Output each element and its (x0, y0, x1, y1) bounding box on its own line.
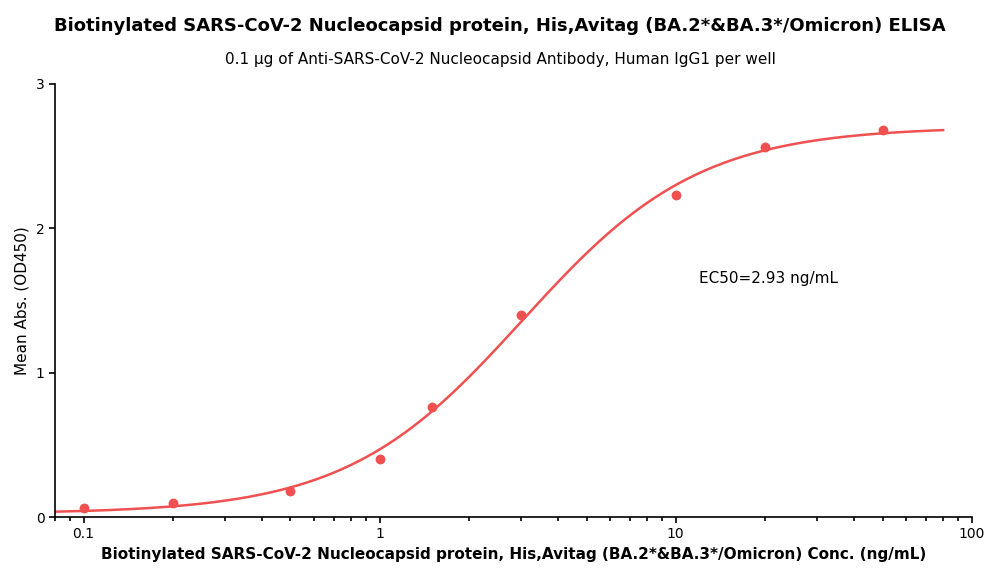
Point (372, 455, 388, 464)
Text: EC50=2.93 ng/mL: EC50=2.93 ng/mL (699, 271, 838, 286)
X-axis label: Biotinylated SARS-CoV-2 Nucleocapsid protein, His,Avitag (BA.2*&BA.3*/Omicron) C: Biotinylated SARS-CoV-2 Nucleocapsid pro… (101, 547, 926, 562)
Point (424, 403, 440, 412)
Y-axis label: Mean Abs. (OD450): Mean Abs. (OD450) (15, 226, 30, 375)
Point (282, 486, 298, 496)
Point (757, 143, 773, 152)
Point (76, 504, 92, 513)
Point (668, 190, 684, 200)
Text: 0.1 μg of Anti-SARS-CoV-2 Nucleocapsid Antibody, Human IgG1 per well: 0.1 μg of Anti-SARS-CoV-2 Nucleocapsid A… (225, 52, 775, 67)
Text: Biotinylated SARS-CoV-2 Nucleocapsid protein, His,Avitag (BA.2*&BA.3*/Omicron) E: Biotinylated SARS-CoV-2 Nucleocapsid pro… (54, 17, 946, 35)
Point (513, 310, 529, 320)
Point (875, 126, 891, 135)
Point (165, 498, 181, 507)
